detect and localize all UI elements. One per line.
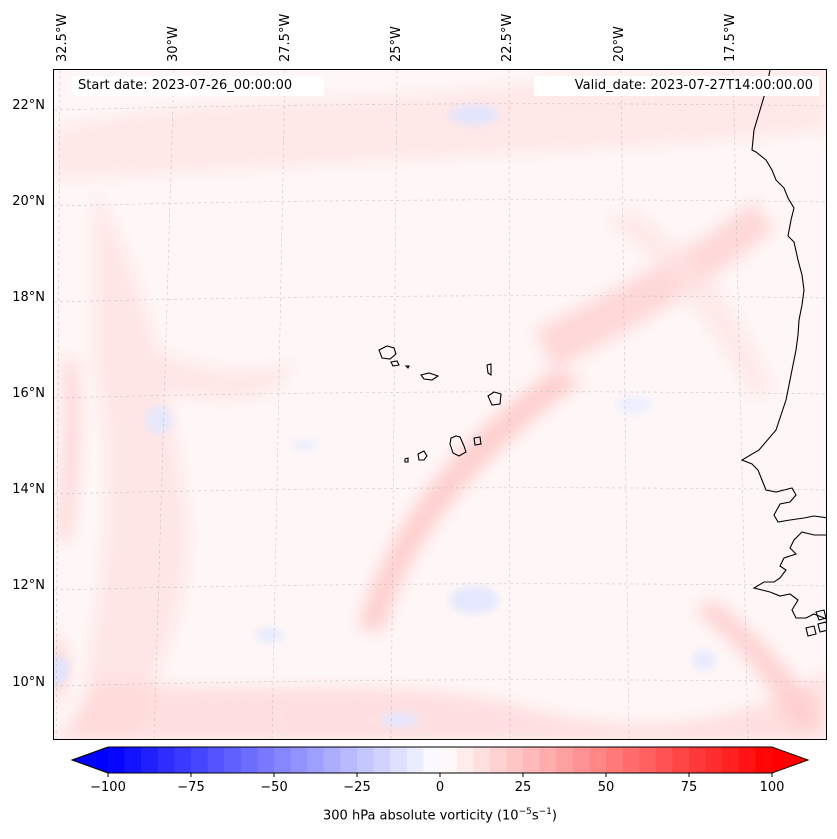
colorbar-bin	[340, 747, 358, 773]
colorbar-bin	[622, 747, 640, 773]
colorbar-ticks	[107, 773, 773, 777]
negative-vorticity-patches	[54, 105, 716, 728]
colorbar-tick-label: −100	[90, 780, 126, 795]
colorbar-bin	[655, 747, 673, 773]
coastal-islands	[805, 609, 826, 637]
colorbar-bin	[639, 747, 657, 773]
graticule	[54, 70, 826, 739]
lat-label-16n: 16°N	[12, 386, 45, 401]
colorbar-tick-label: −50	[260, 780, 288, 795]
colorbar-bin	[191, 747, 209, 773]
lon-label-27-5w: 27.5°W	[278, 13, 293, 62]
lon-label-20w: 20°W	[612, 26, 627, 62]
vorticity-field	[54, 70, 826, 739]
lon-label-17-5w: 17.5°W	[723, 13, 738, 62]
colorbar-title-unit: s	[531, 808, 539, 824]
lon-label-30w: 30°W	[166, 26, 181, 62]
colorbar-bin	[572, 747, 590, 773]
colorbar-bin	[755, 747, 773, 773]
colorbar-tick-label: −25	[343, 780, 371, 795]
colorbar-bin	[207, 747, 225, 773]
colorbar-outline	[70, 746, 810, 774]
valid-date-label: Valid_date: 2023-07-27T14:00:00.00	[534, 76, 819, 96]
vorticity-map	[54, 70, 826, 739]
colorbar-bin	[257, 747, 275, 773]
colorbar-bin	[240, 747, 258, 773]
colorbar-bin	[672, 747, 690, 773]
colorbar-bin	[406, 747, 424, 773]
colorbar-bin	[589, 747, 607, 773]
colorbar-tick-label: 0	[435, 780, 445, 795]
colorbar-title-main: 300 hPa absolute vorticity (10	[323, 808, 519, 824]
lat-label-22n: 22°N	[12, 98, 45, 113]
colorbar-bin	[108, 747, 126, 773]
colorbar-bin	[274, 747, 292, 773]
colorbar-tick-label: 100	[759, 780, 785, 795]
colorbar-bin	[539, 747, 557, 773]
colorbar-bin	[373, 747, 391, 773]
colorbar-bin	[523, 747, 541, 773]
colorbar-bin	[423, 747, 441, 773]
lon-label-25w: 25°W	[389, 26, 404, 62]
africa-coastline	[740, 70, 826, 620]
colorbar-title-exponent: −5	[518, 807, 532, 817]
colorbar-bin	[705, 747, 723, 773]
colorbar-title: 300 hPa absolute vorticity (10−5s−1)	[323, 807, 557, 823]
colorbar-bin	[357, 747, 375, 773]
colorbar-bin	[157, 747, 175, 773]
colorbar-bin	[124, 747, 142, 773]
colorbar-bin	[473, 747, 491, 773]
colorbar-title-unit-exponent: −1	[538, 807, 552, 817]
colorbar-bin	[290, 747, 308, 773]
colorbar-bin	[556, 747, 574, 773]
map-panel	[53, 69, 827, 740]
lat-label-10n: 10°N	[12, 675, 45, 690]
colorbar-tick-label: 25	[514, 780, 532, 795]
colorbar-bin	[689, 747, 707, 773]
lon-label-32-5w: 32.5°W	[55, 13, 70, 62]
colorbar-extend-low	[72, 747, 108, 773]
cabo-verde-islands	[378, 345, 502, 463]
colorbar-bin	[323, 747, 341, 773]
colorbar-bin	[174, 747, 192, 773]
colorbar-bin	[307, 747, 325, 773]
colorbar-tick-label: 75	[680, 780, 698, 795]
colorbar	[70, 746, 810, 777]
colorbar-bins	[72, 747, 808, 773]
colorbar-bin	[456, 747, 474, 773]
colorbar-tick-label: 50	[597, 780, 615, 795]
colorbar-bin	[506, 747, 524, 773]
start-date-label: Start date: 2023-07-26_00:00:00	[72, 76, 324, 96]
colorbar-title-end: )	[551, 808, 557, 824]
lat-label-20n: 20°N	[12, 194, 45, 209]
lat-label-18n: 18°N	[12, 290, 45, 305]
colorbar-bin	[390, 747, 408, 773]
lon-label-22-5w: 22.5°W	[500, 13, 515, 62]
lat-label-14n: 14°N	[12, 482, 45, 497]
colorbar-tick-label: −75	[177, 780, 205, 795]
colorbar-bin	[489, 747, 507, 773]
colorbar-bin	[224, 747, 242, 773]
colorbar-bin	[606, 747, 624, 773]
colorbar-extend-high	[772, 747, 808, 773]
colorbar-bin	[722, 747, 740, 773]
lat-label-12n: 12°N	[12, 578, 45, 593]
colorbar-bin	[141, 747, 159, 773]
colorbar-bin	[440, 747, 458, 773]
colorbar-bin	[738, 747, 756, 773]
